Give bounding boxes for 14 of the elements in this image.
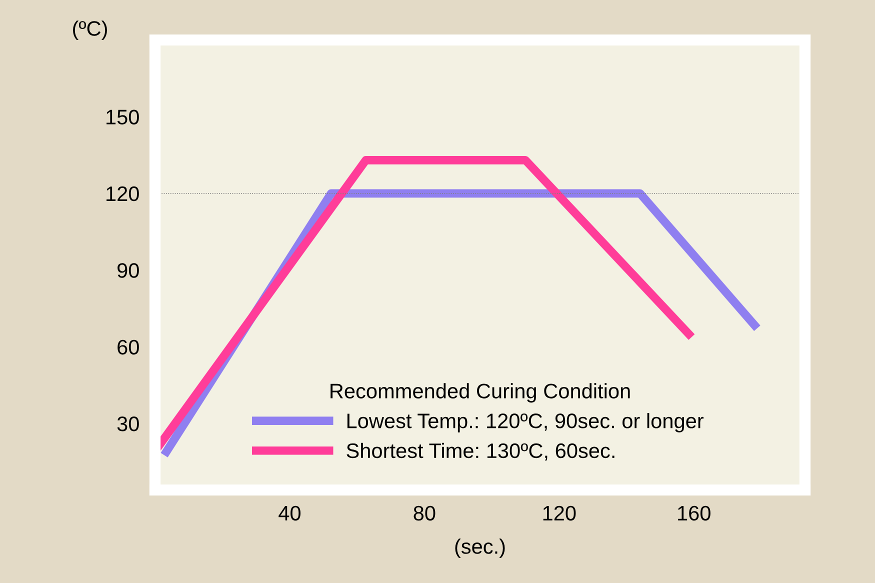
x-axis-title: (sec.) [455,538,505,558]
y-tick-label: 30 [117,416,139,432]
legend-title: Recommended Curing Condition [330,383,630,403]
x-tick-label: 160 [678,506,710,521]
y-tick-label: 120 [106,186,139,202]
legend-label: Lowest Temp.: 120ºC, 90sec. or longer [347,412,704,432]
legend-label: Shortest Time: 130ºC, 60sec. [346,442,614,461]
y-tick-label: 60 [118,340,139,355]
y-tick-label: 90 [118,263,139,278]
x-tick-label: 80 [414,506,436,521]
x-tick-label: 40 [278,506,300,521]
x-tick-label: 120 [543,506,576,521]
y-axis-title: (ºC) [73,20,107,40]
y-tick-label: 150 [106,110,139,124]
